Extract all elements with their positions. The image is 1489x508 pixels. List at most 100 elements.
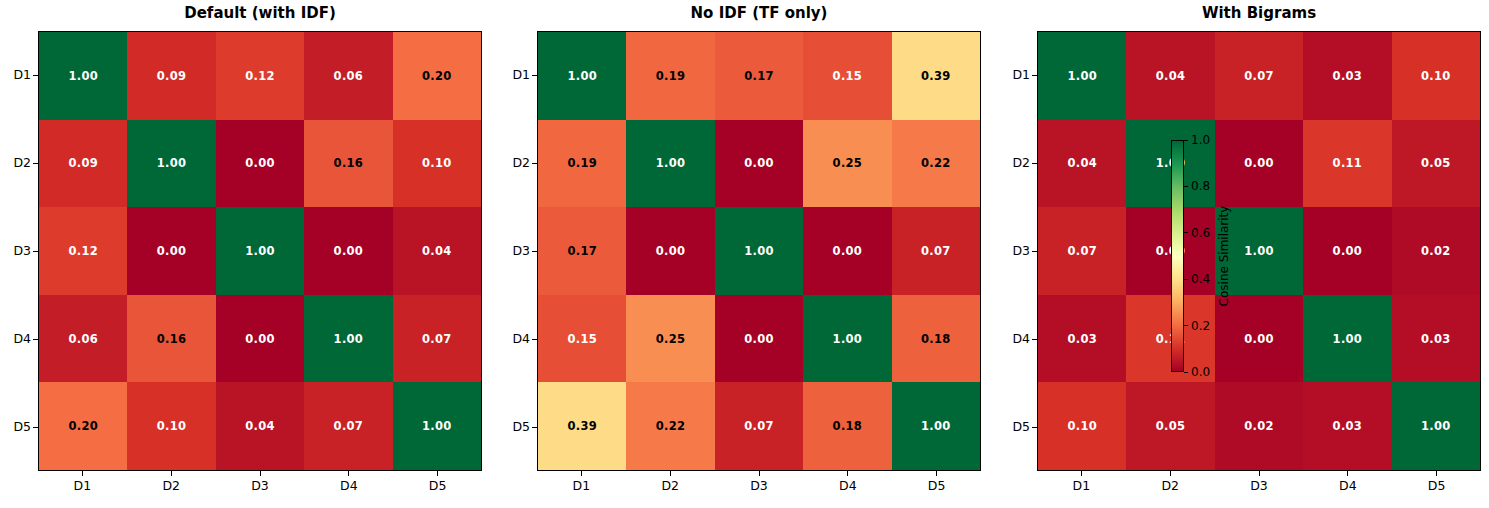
x-tick-label: D3 — [251, 480, 269, 493]
y-tick-mark — [1032, 427, 1037, 428]
heatmap-cell: 1.00 — [626, 120, 714, 208]
y-tick-mark — [532, 163, 537, 164]
y-tick-label: D5 — [990, 421, 1030, 434]
y-tick-label: D1 — [990, 69, 1030, 82]
heatmap-cell: 0.12 — [216, 32, 304, 120]
x-tick-mark — [670, 471, 671, 476]
y-tick-mark — [1032, 339, 1037, 340]
heatmap-cell: 0.22 — [892, 120, 980, 208]
x-tick-label: D2 — [162, 480, 180, 493]
y-tick-label: D5 — [490, 421, 530, 434]
heatmap-cell: 0.00 — [715, 295, 803, 383]
heatmap-cell: 0.19 — [538, 120, 626, 208]
heatmap-cell: 0.00 — [626, 207, 714, 295]
y-tick-mark — [532, 251, 537, 252]
heatmap-cell: 1.00 — [1392, 382, 1480, 470]
x-tick-label: D5 — [928, 480, 946, 493]
heatmap-cell: 0.00 — [803, 207, 891, 295]
y-tick-label: D4 — [990, 333, 1030, 346]
y-tick-mark — [1032, 251, 1037, 252]
colorbar-tick-label: 0.2 — [1191, 320, 1210, 332]
x-tick-label: D5 — [1428, 480, 1446, 493]
heatmap-cell: 0.09 — [39, 120, 127, 208]
heatmap-cell: 0.09 — [127, 32, 215, 120]
heatmap-cell: 0.17 — [538, 207, 626, 295]
x-tick-label: D2 — [661, 480, 679, 493]
heatmap-cell: 1.00 — [892, 382, 980, 470]
x-tick-label: D3 — [750, 480, 768, 493]
heatmap-cell: 0.00 — [127, 207, 215, 295]
y-tick-mark — [532, 427, 537, 428]
y-tick-label: D5 — [0, 421, 31, 434]
heatmap-cell: 0.39 — [538, 382, 626, 470]
y-tick-mark — [1032, 163, 1037, 164]
y-tick-mark — [532, 75, 537, 76]
heatmap-cell: 0.07 — [393, 295, 481, 383]
heatmap-cell: 0.02 — [1215, 382, 1303, 470]
x-tick-label: D5 — [429, 480, 447, 493]
panel-title: Default (with IDF) — [184, 4, 336, 22]
heatmap-axes: 1.000.190.170.150.390.191.000.000.250.22… — [537, 31, 981, 471]
y-tick-label: D4 — [490, 333, 530, 346]
x-tick-label: D4 — [340, 480, 358, 493]
colorbar-tick-mark — [1184, 232, 1188, 233]
x-tick-mark — [759, 471, 760, 476]
colorbar-tick-mark — [1184, 279, 1188, 280]
x-tick-mark — [82, 471, 83, 476]
heatmap-cell: 1.00 — [538, 32, 626, 120]
heatmap-cell: 0.07 — [1215, 32, 1303, 120]
heatmap-cell: 0.03 — [1303, 382, 1391, 470]
heatmap-cell: 0.06 — [39, 295, 127, 383]
heatmap-cell: 0.18 — [892, 295, 980, 383]
y-tick-label: D2 — [490, 157, 530, 170]
x-tick-label: D4 — [839, 480, 857, 493]
x-tick-mark — [171, 471, 172, 476]
x-tick-mark — [260, 471, 261, 476]
heatmap-cell: 0.18 — [803, 382, 891, 470]
heatmap-cell: 0.12 — [39, 207, 127, 295]
heatmap-cell: 0.19 — [626, 32, 714, 120]
heatmap-cell: 0.25 — [626, 295, 714, 383]
heatmap-cell: 0.00 — [1215, 120, 1303, 208]
panel-title: With Bigrams — [1202, 4, 1316, 22]
heatmap-cell: 0.04 — [216, 382, 304, 470]
figure-canvas: Default (with IDF)1.000.090.120.060.200.… — [0, 0, 1489, 508]
heatmap-cell: 0.07 — [715, 382, 803, 470]
heatmap-cell: 0.03 — [1038, 295, 1126, 383]
heatmap-cell: 0.25 — [803, 120, 891, 208]
heatmap-cell: 0.10 — [1392, 32, 1480, 120]
x-tick-mark — [936, 471, 937, 476]
y-tick-mark — [33, 75, 38, 76]
y-tick-label: D2 — [990, 157, 1030, 170]
heatmap-cell: 0.11 — [1303, 120, 1391, 208]
heatmap-cell: 0.05 — [1392, 120, 1480, 208]
colorbar-tick-mark — [1184, 372, 1188, 373]
colorbar-tick-mark — [1184, 325, 1188, 326]
heatmap-cell: 0.10 — [1038, 382, 1126, 470]
x-tick-mark — [1259, 471, 1260, 476]
colorbar-tick-label: 0.6 — [1191, 227, 1210, 239]
heatmap-axes: 1.000.090.120.060.200.091.000.000.160.10… — [38, 31, 482, 471]
x-tick-mark — [1347, 471, 1348, 476]
x-tick-mark — [847, 471, 848, 476]
heatmap-cell: 0.15 — [538, 295, 626, 383]
heatmap-cell: 0.07 — [304, 382, 392, 470]
x-tick-mark — [1436, 471, 1437, 476]
heatmap-cell: 1.00 — [715, 207, 803, 295]
heatmap-cell: 0.10 — [393, 120, 481, 208]
y-tick-label: D2 — [0, 157, 31, 170]
x-tick-label: D3 — [1250, 480, 1268, 493]
x-tick-label: D1 — [74, 480, 92, 493]
x-tick-mark — [348, 471, 349, 476]
heatmap-cell: 0.16 — [304, 120, 392, 208]
heatmap-axes: 1.000.040.070.030.100.041.000.000.110.05… — [1037, 31, 1481, 471]
y-tick-mark — [532, 339, 537, 340]
heatmap-cell: 0.07 — [892, 207, 980, 295]
heatmap-cell: 0.00 — [216, 295, 304, 383]
heatmap-cell: 1.00 — [216, 207, 304, 295]
heatmap-cell: 0.20 — [393, 32, 481, 120]
heatmap-cell: 0.00 — [216, 120, 304, 208]
y-tick-label: D3 — [990, 245, 1030, 258]
heatmap-cell: 0.20 — [39, 382, 127, 470]
heatmap-cell: 0.04 — [393, 207, 481, 295]
